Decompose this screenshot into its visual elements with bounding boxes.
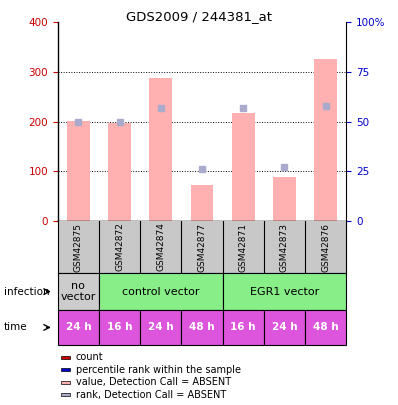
Bar xyxy=(222,310,264,345)
Bar xyxy=(181,310,222,345)
Text: no
vector: no vector xyxy=(60,281,96,303)
Text: value, Detection Call = ABSENT: value, Detection Call = ABSENT xyxy=(76,377,231,387)
Text: GSM42872: GSM42872 xyxy=(115,223,124,271)
Bar xyxy=(60,356,70,359)
Bar xyxy=(140,310,181,345)
Text: GSM42873: GSM42873 xyxy=(280,223,289,271)
Text: 48 h: 48 h xyxy=(189,322,215,333)
Bar xyxy=(60,381,70,384)
Bar xyxy=(60,369,70,371)
Bar xyxy=(58,273,99,310)
Bar xyxy=(305,310,346,345)
Bar xyxy=(191,185,213,221)
Bar xyxy=(149,78,172,221)
Bar xyxy=(273,177,296,221)
Text: 24 h: 24 h xyxy=(66,322,91,333)
Bar xyxy=(264,310,305,345)
Text: rank, Detection Call = ABSENT: rank, Detection Call = ABSENT xyxy=(76,390,226,400)
Text: 16 h: 16 h xyxy=(230,322,256,333)
Text: 16 h: 16 h xyxy=(107,322,132,333)
Bar xyxy=(99,310,140,345)
Bar xyxy=(232,113,255,221)
Bar xyxy=(67,121,90,221)
Text: time: time xyxy=(4,322,27,333)
Text: control vector: control vector xyxy=(122,287,199,296)
Text: GSM42876: GSM42876 xyxy=(321,223,330,271)
Text: EGR1 vector: EGR1 vector xyxy=(250,287,319,296)
Bar xyxy=(314,59,337,221)
Text: 24 h: 24 h xyxy=(148,322,174,333)
Text: 24 h: 24 h xyxy=(271,322,297,333)
Text: GSM42871: GSM42871 xyxy=(239,223,248,271)
Text: GSM42875: GSM42875 xyxy=(74,223,83,271)
Text: GSM42874: GSM42874 xyxy=(156,223,165,271)
Text: infection: infection xyxy=(4,287,50,296)
Bar xyxy=(60,393,70,396)
Bar xyxy=(222,273,346,310)
Bar xyxy=(58,310,99,345)
Text: percentile rank within the sample: percentile rank within the sample xyxy=(76,365,241,375)
Text: GDS2009 / 244381_at: GDS2009 / 244381_at xyxy=(126,10,272,23)
Bar xyxy=(108,123,131,221)
Text: count: count xyxy=(76,352,103,362)
Text: GSM42877: GSM42877 xyxy=(197,223,207,271)
Bar xyxy=(99,273,222,310)
Text: 48 h: 48 h xyxy=(313,322,338,333)
